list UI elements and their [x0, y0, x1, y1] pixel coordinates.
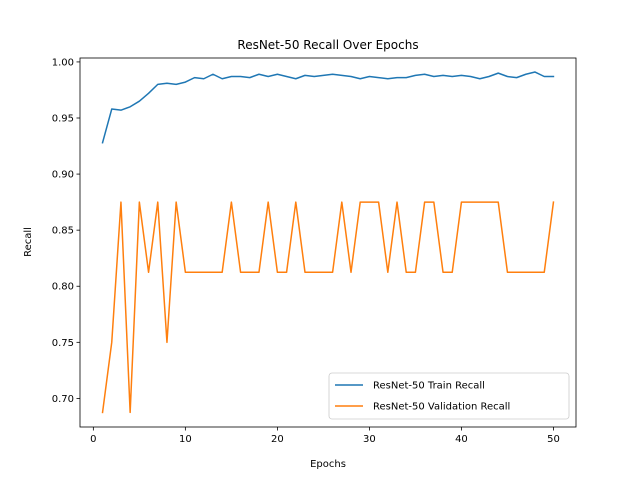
- x-axis: 0 10 20 30 40 50: [90, 427, 560, 445]
- legend-box: [328, 372, 570, 420]
- y-tick-label: 0.90: [52, 170, 74, 181]
- x-tick-label: 40: [455, 434, 468, 445]
- y-tick-label: 0.70: [52, 394, 74, 405]
- y-tick-label: 1.00: [52, 57, 74, 68]
- y-tick-label: 0.75: [52, 338, 74, 349]
- legend-label: ResNet-50 Validation Recall: [373, 402, 510, 413]
- y-tick-label: 0.85: [52, 226, 74, 237]
- series-line-train-recall: [101, 71, 555, 144]
- chart-title: ResNet-50 Recall Over Epochs: [237, 38, 418, 52]
- y-axis: 0.70 0.75 0.80 0.85 0.90 0.95 1.00: [52, 57, 80, 405]
- x-tick-label: 0: [90, 434, 96, 445]
- x-tick-label: 10: [179, 434, 192, 445]
- legend: ResNet-50 Train Recall ResNet-50 Validati…: [328, 372, 570, 420]
- plot-frame: [79, 57, 577, 428]
- legend-label: ResNet-50 Train Recall: [373, 381, 485, 392]
- series-line-validation-recall: [101, 201, 555, 414]
- x-tick-label: 20: [271, 434, 284, 445]
- y-tick-label: 0.80: [52, 282, 74, 293]
- y-tick-label: 0.95: [52, 114, 74, 125]
- series-layer: [101, 71, 555, 414]
- x-axis-label: Epochs: [310, 459, 346, 470]
- x-tick-label: 30: [363, 434, 376, 445]
- y-axis-label: Recall: [23, 227, 34, 257]
- x-tick-label: 50: [547, 434, 560, 445]
